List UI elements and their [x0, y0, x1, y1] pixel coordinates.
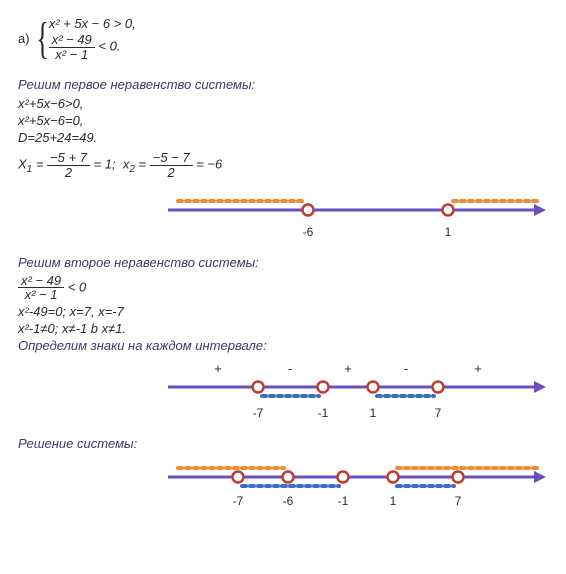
axis-label: 1 — [370, 406, 377, 420]
sys-line1: x² + 5x − 6 > 0, — [49, 16, 136, 31]
sign-label: + — [344, 361, 352, 376]
axis-label: -1 — [318, 406, 329, 420]
axis-label: 1 — [390, 494, 397, 508]
final-heading: Решение системы: — [18, 436, 548, 451]
s2-l1: x²-49=0; x=7, x=-7 — [18, 304, 548, 319]
sign-label: + — [474, 361, 482, 376]
s1-l1: x²+5x−6>0, — [18, 96, 548, 111]
s1-l2: x²+5x−6=0, — [18, 113, 548, 128]
problem-label: а) — [18, 31, 30, 46]
s1-l3: D=25+24=49. — [18, 130, 548, 145]
axis-label: -1 — [338, 494, 349, 508]
sys-line2: x² − 49 x² − 1 < 0. — [49, 33, 136, 61]
s1-roots: X1 = −5 + 7 2 = 1; x2 = −5 − 7 2 = −6 — [18, 151, 548, 179]
diagram1: -6 1 — [158, 188, 548, 241]
solve1-heading: Решим первое неравенство системы: — [18, 77, 548, 92]
diagram3: -7 -6 -1 1 7 — [158, 459, 548, 510]
s2-l2: x²-1≠0; x≠-1 b x≠1. — [18, 321, 548, 336]
s2-frac: x² − 49 x² − 1 < 0 — [18, 274, 548, 302]
axis-label: -6 — [303, 225, 314, 239]
sign-label: + — [214, 361, 222, 376]
problem-system: а) { x² + 5x − 6 > 0, x² − 49 x² − 1 < 0… — [18, 14, 548, 63]
solve2-heading: Решим второе неравенство системы: — [18, 255, 548, 270]
axis-label: -7 — [253, 406, 264, 420]
diagram2: + - + - + -7 -1 1 7 — [158, 361, 548, 422]
axis-label: 7 — [455, 494, 462, 508]
sign-label: - — [288, 361, 292, 376]
sign-label: - — [404, 361, 408, 376]
s2-l3: Определим знаки на каждом интервале: — [18, 338, 548, 353]
axis-label: 1 — [445, 225, 452, 239]
axis-label: 7 — [435, 406, 442, 420]
system-brace: { — [36, 17, 49, 61]
axis-label: -6 — [283, 494, 294, 508]
axis-label: -7 — [233, 494, 244, 508]
